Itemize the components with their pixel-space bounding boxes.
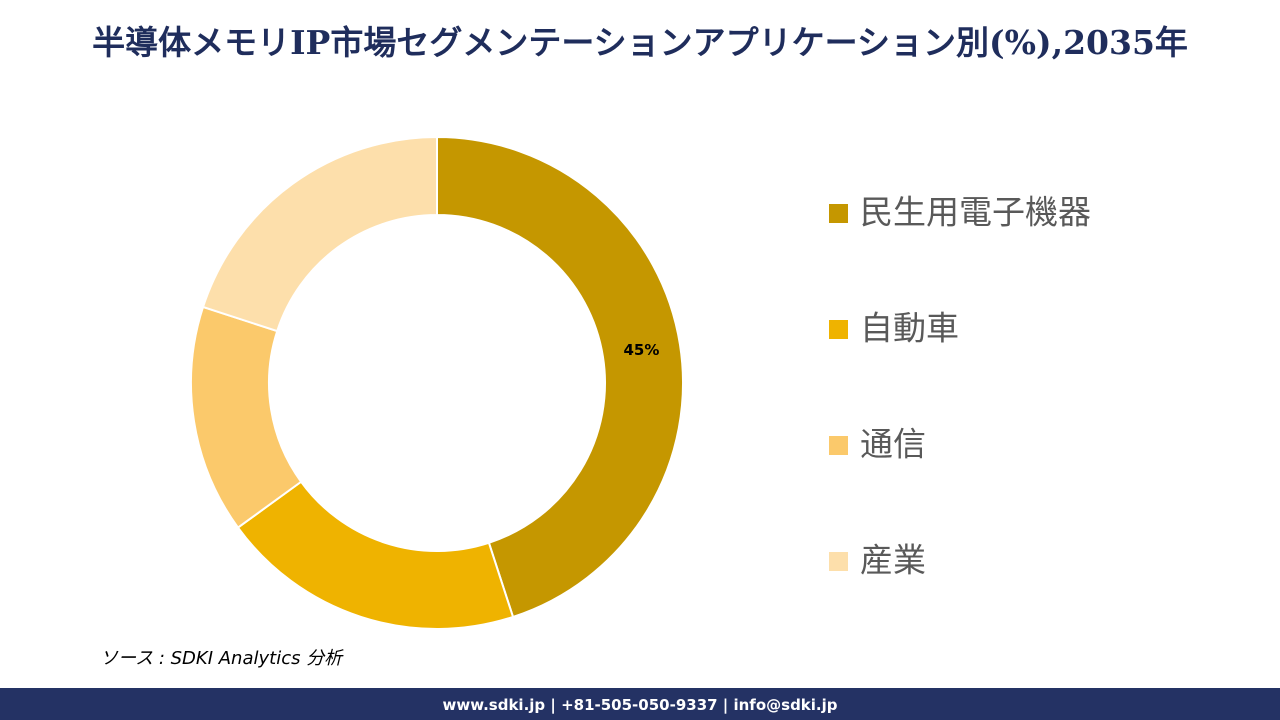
donut-segment [436,135,684,619]
footer-bar [0,688,1280,720]
legend-label: 自動車 [860,309,959,348]
chart-title: 半導体メモリIP市場セグメンテーションアプリケーション別(%),2035年 [92,23,1188,62]
donut-segment [201,135,438,333]
legend-swatch [829,436,848,455]
footer: www.sdki.jp | +81-505-050-9337 | info@sd… [442,696,837,715]
legend-label: 産業 [860,541,926,580]
legend-label: 通信 [860,425,926,464]
source: ソース : SDKI Analytics 分析 [100,648,344,669]
legend-swatch [829,552,848,571]
legend-swatch [829,204,848,223]
donut-segment [236,480,515,630]
legend-swatch [829,320,848,339]
data-label: 45% [623,341,659,359]
donut-segment [190,305,303,529]
legend-label: 民生用電子機器 [860,193,1091,232]
